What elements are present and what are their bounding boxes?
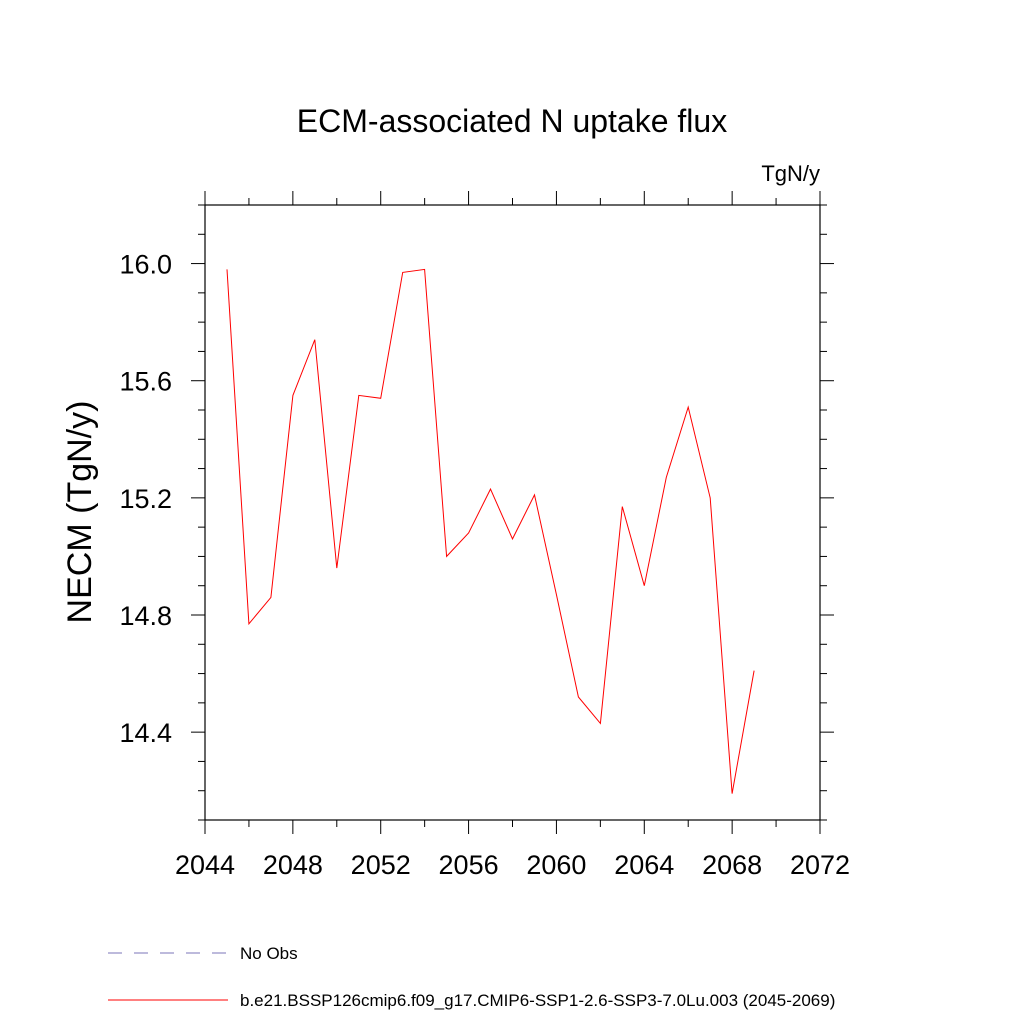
- axis-tick-labels: 2044 2048 2052 2056 2060 2064 2068 2072 14.4 14.8…: [119, 250, 850, 880]
- plot-frame: [204, 204, 821, 821]
- y-axis-title: NECM (TgN/y): [61, 401, 99, 624]
- x-tick-label: 2056: [439, 850, 499, 880]
- y-tick-label: 15.6: [119, 367, 172, 397]
- chart-title: ECM-associated N uptake flux: [297, 103, 727, 139]
- series-line: [226, 268, 755, 794]
- legend-label-no-obs: No Obs: [240, 944, 298, 963]
- data-series: [226, 268, 755, 794]
- x-tick-label: 2048: [263, 850, 323, 880]
- y-tick-label: 14.4: [119, 718, 172, 748]
- x-tick-label: 2044: [175, 850, 235, 880]
- legend: No Obs b.e21.BSSP126cmip6.f09_g17.CMIP6-…: [108, 944, 835, 1010]
- x-tick-label: 2068: [702, 850, 762, 880]
- x-tick-label: 2072: [790, 850, 850, 880]
- units-label: TgN/y: [761, 161, 820, 186]
- axis-ticks: [191, 191, 834, 834]
- x-tick-label: 2060: [526, 850, 586, 880]
- legend-label-model-run: b.e21.BSSP126cmip6.f09_g17.CMIP6-SSP1-2.…: [240, 991, 835, 1010]
- y-tick-label: 15.2: [119, 484, 172, 514]
- x-tick-label: 2064: [614, 850, 674, 880]
- x-tick-label: 2052: [351, 850, 411, 880]
- y-tick-label: 16.0: [119, 250, 172, 280]
- y-tick-label: 14.8: [119, 601, 172, 631]
